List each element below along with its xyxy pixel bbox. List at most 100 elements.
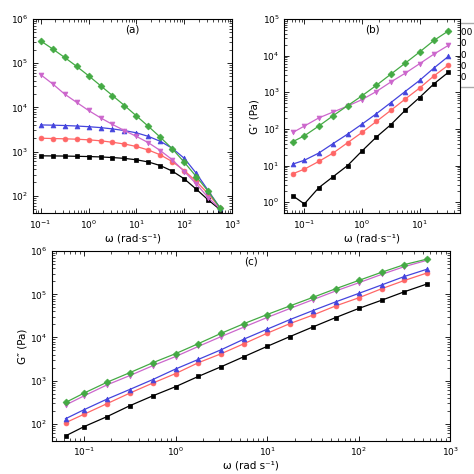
PBS40 bbox=[173, 354, 178, 359]
PBS100 bbox=[182, 176, 187, 182]
PBS60 bbox=[170, 146, 175, 151]
PBS60 bbox=[402, 89, 408, 94]
PBS80 bbox=[109, 139, 115, 145]
PBS20 bbox=[402, 60, 408, 66]
PBS60 bbox=[446, 54, 451, 59]
PBS100 bbox=[301, 201, 307, 207]
PBS60 bbox=[98, 125, 103, 130]
PBS60 bbox=[356, 291, 362, 296]
PBS40 bbox=[63, 402, 68, 408]
PBS80 bbox=[356, 295, 362, 301]
PBS60 bbox=[146, 134, 151, 139]
PBS40 bbox=[374, 89, 379, 94]
PBS40 bbox=[146, 140, 151, 146]
PBS80 bbox=[379, 286, 384, 292]
Y-axis label: G’ (Pa): G’ (Pa) bbox=[250, 99, 260, 134]
PBS20 bbox=[127, 370, 133, 375]
PBS100 bbox=[402, 108, 408, 113]
Line: PBS80: PBS80 bbox=[38, 136, 223, 211]
PBS40 bbox=[330, 109, 336, 115]
PBS20 bbox=[330, 113, 336, 118]
PBS60 bbox=[264, 327, 270, 332]
PBS40 bbox=[301, 123, 307, 129]
PBS40 bbox=[182, 169, 187, 174]
PBS80 bbox=[173, 371, 178, 376]
PBS20 bbox=[157, 135, 163, 140]
PBS100 bbox=[218, 207, 223, 213]
PBS20 bbox=[134, 113, 139, 119]
PBS20 bbox=[109, 93, 115, 99]
PBS80 bbox=[333, 303, 338, 309]
PBS100 bbox=[73, 154, 79, 159]
PBS60 bbox=[157, 138, 163, 144]
PBS80 bbox=[402, 96, 408, 102]
PBS80 bbox=[73, 137, 79, 142]
Line: PBS80: PBS80 bbox=[291, 63, 451, 176]
PBS20 bbox=[104, 380, 109, 385]
PBS60 bbox=[218, 205, 223, 211]
PBS60 bbox=[81, 407, 87, 413]
PBS40 bbox=[316, 115, 322, 121]
PBS60 bbox=[401, 273, 407, 279]
PBS20 bbox=[290, 139, 296, 145]
PBS20 bbox=[38, 38, 44, 44]
Text: (b): (b) bbox=[365, 25, 379, 35]
PBS40 bbox=[290, 130, 296, 136]
PBS80 bbox=[127, 390, 133, 396]
PBS60 bbox=[122, 128, 128, 133]
PBS100 bbox=[196, 374, 201, 379]
PBS80 bbox=[219, 351, 224, 356]
PBS20 bbox=[356, 278, 362, 283]
PBS100 bbox=[264, 344, 270, 349]
PBS100 bbox=[50, 153, 55, 159]
PBS40 bbox=[157, 148, 163, 154]
PBS100 bbox=[401, 289, 407, 294]
PBS60 bbox=[374, 111, 379, 117]
Line: PBS80: PBS80 bbox=[63, 271, 430, 425]
PBS80 bbox=[196, 360, 201, 365]
PBS20 bbox=[146, 124, 151, 129]
X-axis label: ω (rad·s⁻¹): ω (rad·s⁻¹) bbox=[344, 233, 400, 243]
PBS60 bbox=[333, 299, 338, 305]
PBS80 bbox=[150, 380, 155, 386]
PBS40 bbox=[264, 315, 270, 320]
Text: (a): (a) bbox=[126, 25, 140, 35]
PBS40 bbox=[431, 51, 437, 57]
PBS80 bbox=[193, 179, 199, 184]
PBS20 bbox=[401, 262, 407, 267]
Line: PBS40: PBS40 bbox=[63, 258, 430, 408]
PBS100 bbox=[374, 134, 379, 140]
PBS20 bbox=[219, 330, 224, 336]
PBS80 bbox=[264, 330, 270, 336]
PBS20 bbox=[81, 390, 87, 396]
PBS100 bbox=[104, 414, 109, 419]
PBS80 bbox=[134, 144, 139, 149]
Line: PBS40: PBS40 bbox=[291, 43, 451, 135]
PBS100 bbox=[356, 306, 362, 311]
PBS40 bbox=[104, 382, 109, 388]
PBS20 bbox=[316, 123, 322, 129]
PBS60 bbox=[182, 155, 187, 161]
PBS20 bbox=[431, 37, 437, 43]
PBS80 bbox=[157, 152, 163, 158]
PBS80 bbox=[241, 341, 247, 346]
PBS100 bbox=[316, 185, 322, 191]
PBS60 bbox=[134, 130, 139, 136]
PBS100 bbox=[431, 81, 437, 87]
PBS20 bbox=[182, 159, 187, 165]
PBS20 bbox=[62, 55, 67, 60]
PBS80 bbox=[425, 270, 430, 276]
PBS20 bbox=[388, 72, 393, 77]
PBS100 bbox=[81, 424, 87, 429]
PBS60 bbox=[150, 377, 155, 383]
PBS40 bbox=[401, 264, 407, 269]
PBS60 bbox=[241, 336, 247, 342]
PBS80 bbox=[431, 73, 437, 79]
PBS20 bbox=[359, 93, 365, 99]
PBS80 bbox=[81, 411, 87, 417]
PBS80 bbox=[170, 159, 175, 164]
PBS60 bbox=[301, 157, 307, 163]
PBS80 bbox=[122, 141, 128, 147]
PBS40 bbox=[50, 81, 55, 87]
PBS20 bbox=[264, 312, 270, 318]
